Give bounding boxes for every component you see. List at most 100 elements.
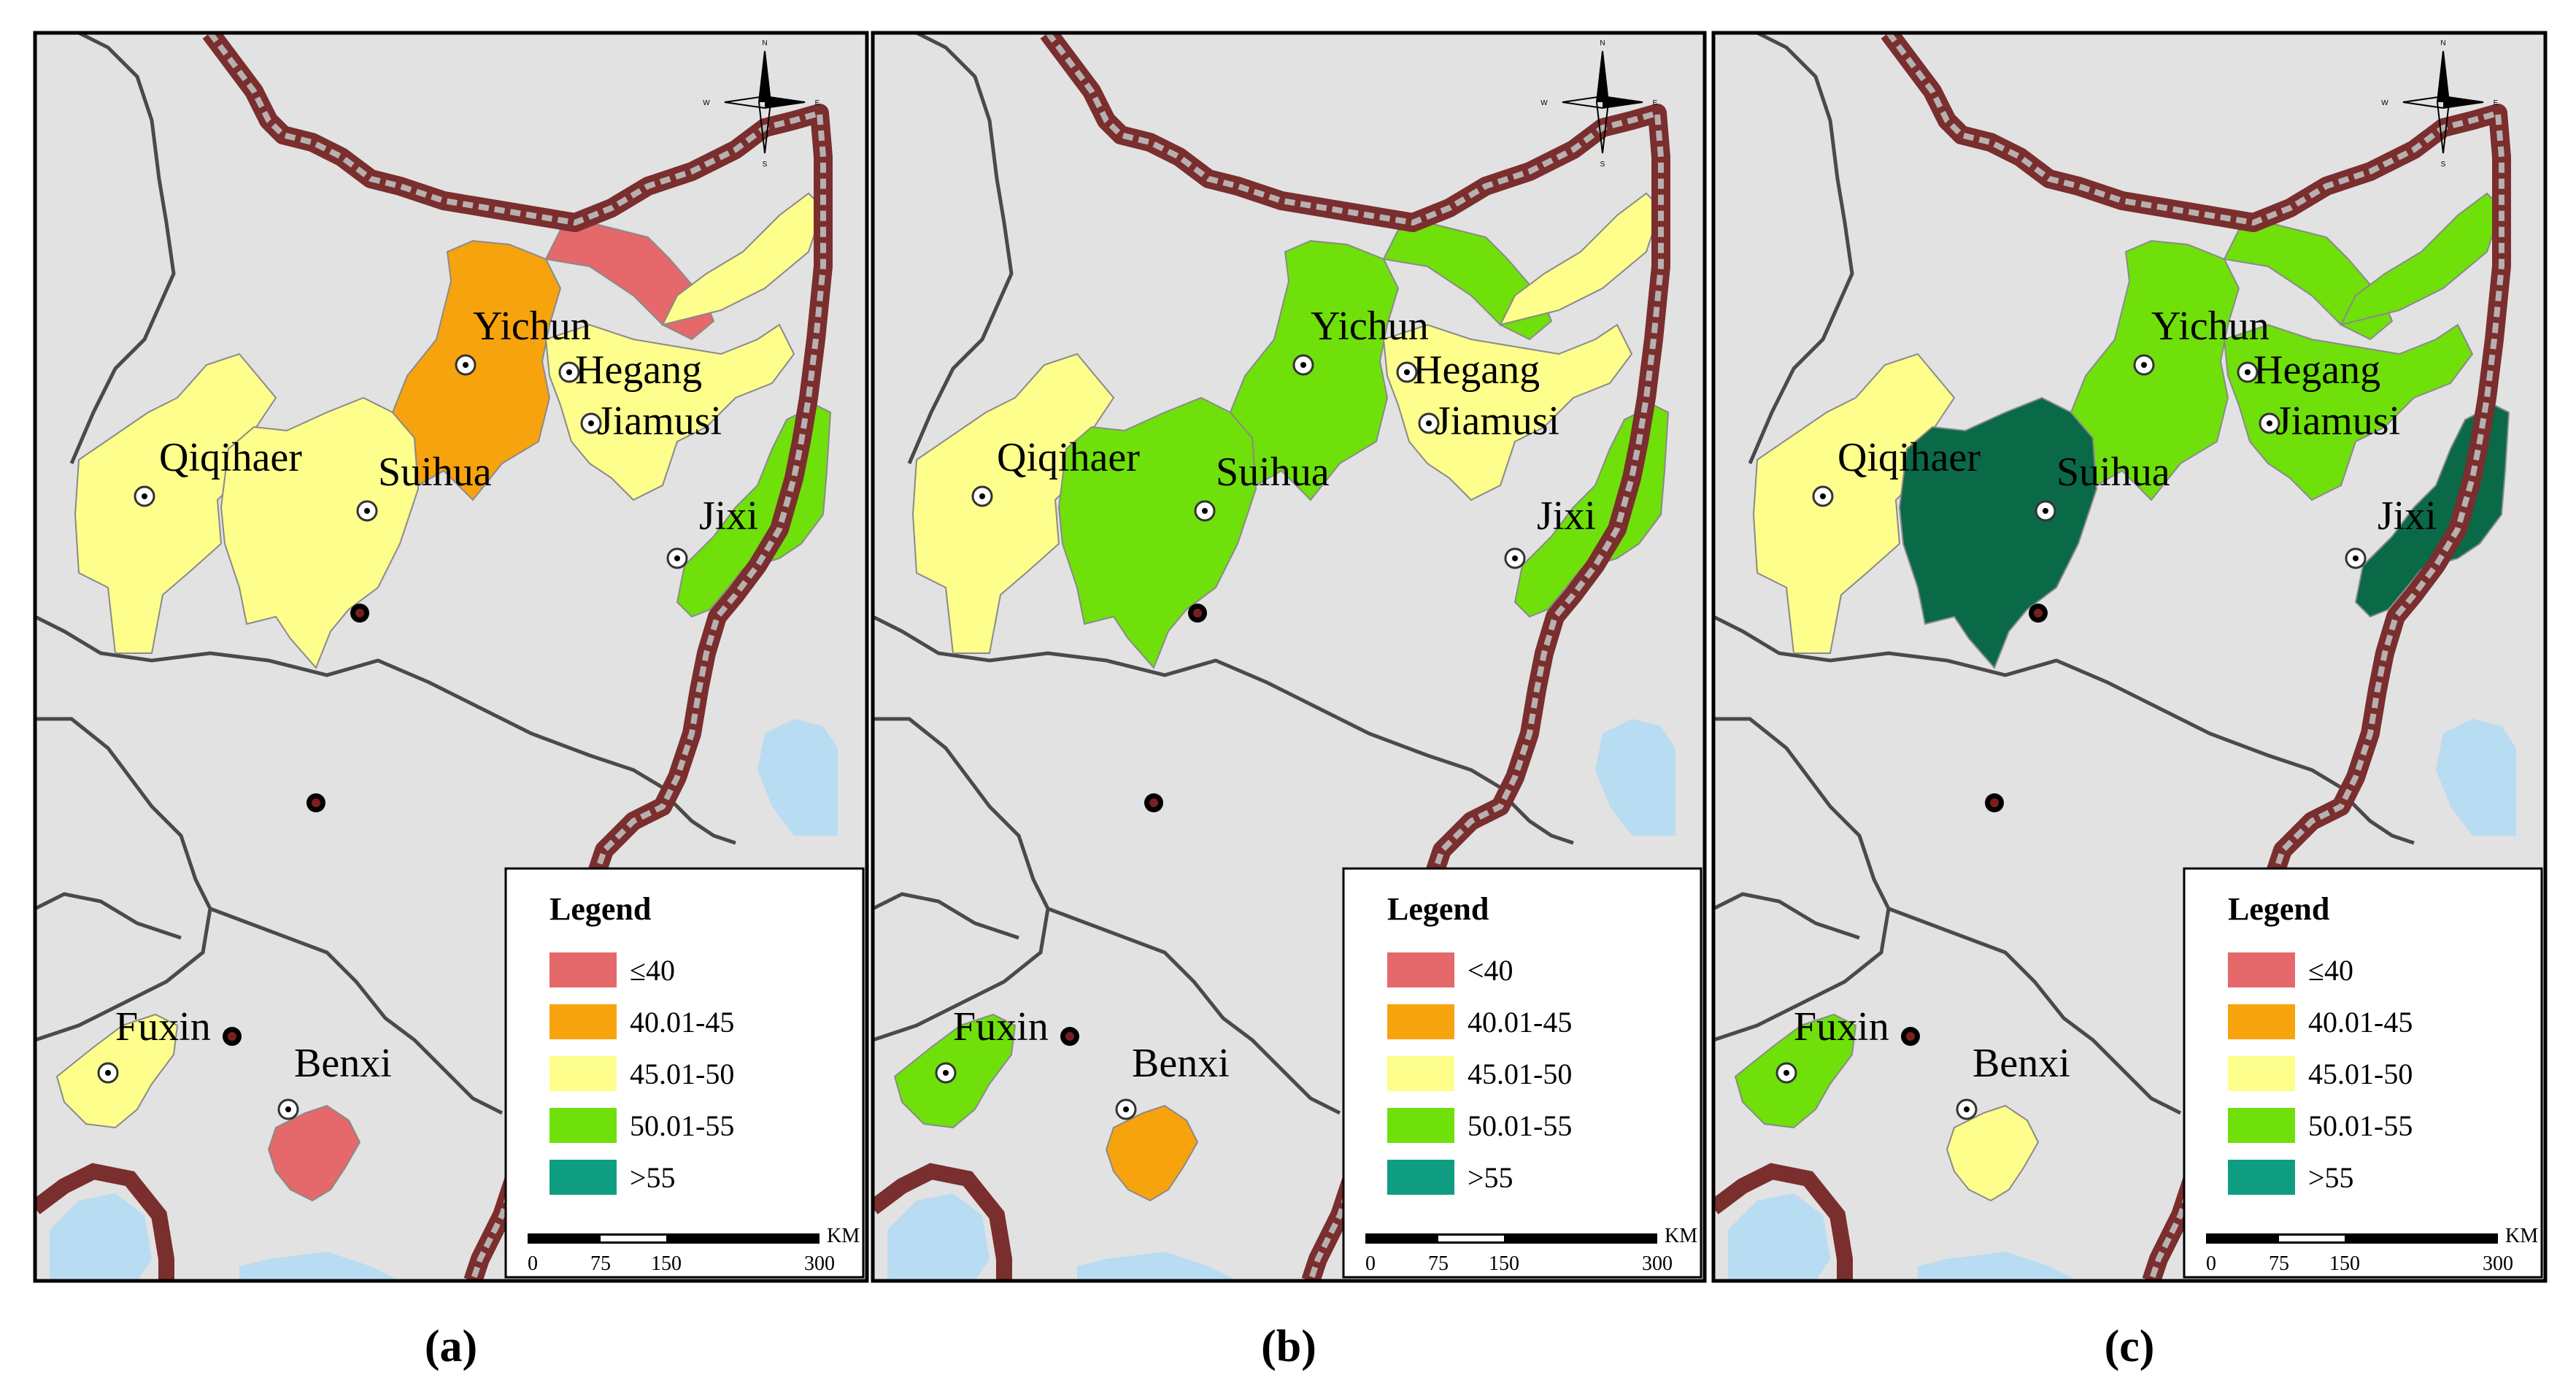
region-qiqihaer — [1752, 353, 1956, 654]
province-boundary — [1499, 790, 1574, 845]
jiamusi-label: Jiamusi — [2275, 398, 2400, 444]
legend-swatch-0 — [2228, 952, 2295, 987]
compass-w-label: W — [703, 99, 710, 107]
compass-w-label: W — [1540, 99, 1548, 107]
compass-n-label: N — [2440, 39, 2445, 47]
legend-label-0: <40 — [1468, 954, 1513, 987]
scale-tick-3: 300 — [1642, 1252, 1673, 1275]
benxi-label: Benxi — [1973, 1041, 2070, 1086]
region-jiamusi — [2223, 323, 2474, 501]
province-boundary — [907, 33, 1014, 464]
coast-border — [35, 1163, 174, 1281]
province-boundary — [1713, 892, 1860, 940]
fuxin-label: Fuxin — [1794, 1004, 1889, 1050]
legend-title: Legend — [2228, 891, 2329, 927]
sea-area — [2436, 719, 2516, 836]
region-jiamusi — [1382, 323, 1633, 501]
qiqihaer-label: Qiqihaer — [159, 435, 302, 480]
province-boundary — [69, 33, 176, 464]
benxi-label: Benxi — [1132, 1041, 1230, 1086]
qiqihaer-label: Qiqihaer — [1837, 435, 1981, 480]
legend: Legend ≤40 40.01-45 45.01-50 50.01-55 >55 0 75 1… — [504, 867, 865, 1279]
jixi-label: Jixi — [699, 493, 758, 539]
legend-swatch-4 — [1387, 1160, 1454, 1195]
compass-n-label: N — [762, 39, 767, 47]
jixi-label: Jixi — [1537, 493, 1596, 539]
region-benxi — [267, 1104, 361, 1202]
scale-unit: KM — [2505, 1225, 2538, 1247]
region-qiqihaer — [74, 353, 277, 654]
legend-label-2: 45.01-50 — [1468, 1058, 1572, 1090]
scale-tick-2: 150 — [651, 1252, 682, 1275]
north-arrow: N S E W — [1540, 39, 1657, 169]
map-frame — [33, 31, 869, 1283]
hegang-label: Hegang — [2253, 347, 2380, 393]
legend-title: Legend — [1387, 891, 1489, 927]
benxi-label: Benxi — [294, 1041, 392, 1086]
province-boundary — [35, 615, 671, 794]
scale-bar: 0 75 150 300 KM — [1365, 1225, 1697, 1275]
province-boundary — [1713, 717, 1891, 1042]
lake-area — [887, 1193, 990, 1281]
map-frame — [871, 31, 1707, 1283]
coast-border — [1713, 1163, 1853, 1281]
legend-swatch-4 — [2228, 1160, 2295, 1195]
compass-e-label: E — [1653, 99, 1658, 107]
scale-tick-1: 75 — [2269, 1252, 2289, 1275]
coast-border — [873, 1163, 1012, 1281]
province-boundary — [1047, 906, 1341, 1115]
legend-swatch-3 — [2228, 1108, 2295, 1143]
legend-swatch-3 — [1387, 1108, 1454, 1143]
region-suihua — [1898, 396, 2098, 669]
legend-swatch-2 — [1387, 1056, 1454, 1091]
compass-n-label: N — [1600, 39, 1605, 47]
legend-label-3: 50.01-55 — [630, 1109, 734, 1142]
map-frame — [1711, 31, 2548, 1283]
hegang-label: Hegang — [575, 347, 702, 393]
hegang-label: Hegang — [1413, 347, 1540, 393]
legend: Legend ≤40 40.01-45 45.01-50 50.01-55 >55 0 75 1… — [2183, 867, 2543, 1279]
region-hegang — [2340, 192, 2503, 326]
region-benxi — [1105, 1104, 1199, 1202]
legend-swatch-1 — [2228, 1004, 2295, 1039]
legend-label-1: 40.01-45 — [2308, 1006, 2413, 1039]
region-qiqihaer — [911, 353, 1115, 654]
scale-tick-0: 0 — [2206, 1252, 2216, 1275]
jiamusi-label: Jiamusi — [597, 398, 722, 444]
province-boundary — [873, 717, 1050, 1042]
coastal-water — [1918, 1252, 2078, 1281]
yichun-label: Yichun — [473, 304, 591, 349]
scale-tick-1: 75 — [1428, 1252, 1449, 1275]
fuxin-label: Fuxin — [953, 1004, 1049, 1050]
legend-swatch-3 — [549, 1108, 617, 1143]
scale-unit: KM — [827, 1225, 860, 1247]
legend-label-0: ≤40 — [630, 954, 675, 987]
legend-swatch-4 — [549, 1160, 617, 1195]
province-boundary — [873, 892, 1019, 940]
province-boundary — [1713, 615, 2350, 794]
compass-e-label: E — [815, 99, 820, 107]
jixi-label: Jixi — [2378, 493, 2437, 539]
legend-label-1: 40.01-45 — [630, 1006, 734, 1039]
jiamusi-label: Jiamusi — [1435, 398, 1559, 444]
legend-swatch-1 — [549, 1004, 617, 1039]
region-suihua — [220, 396, 420, 669]
legend-label-4: >55 — [1468, 1161, 1513, 1194]
province-boundary — [35, 892, 182, 940]
legend-label-2: 45.01-50 — [2308, 1058, 2413, 1090]
legend-swatch-0 — [549, 952, 617, 987]
legend-swatch-2 — [549, 1056, 617, 1091]
sea-area — [757, 719, 838, 836]
coastal-water — [239, 1252, 400, 1281]
fuxin-label: Fuxin — [115, 1004, 211, 1050]
sea-area — [1595, 719, 1675, 836]
scale-tick-2: 150 — [2329, 1252, 2360, 1275]
region-hegang — [661, 192, 825, 326]
panel-label-0: (a) — [425, 1322, 477, 1371]
legend-swatch-2 — [2228, 1056, 2295, 1091]
scale-unit: KM — [1665, 1225, 1697, 1247]
province-boundary — [1888, 906, 2182, 1115]
province-boundary — [661, 790, 736, 845]
scale-tick-3: 300 — [804, 1252, 835, 1275]
scale-bar: 0 75 150 300 KM — [528, 1225, 860, 1275]
